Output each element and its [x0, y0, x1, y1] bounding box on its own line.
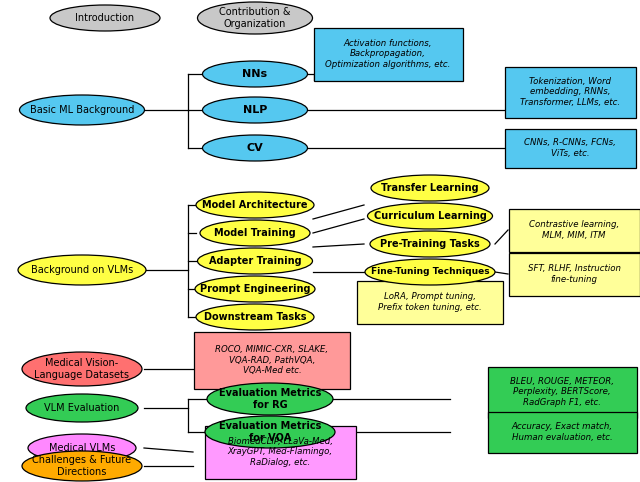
Ellipse shape — [22, 451, 142, 481]
Ellipse shape — [22, 352, 142, 386]
Text: Model Training: Model Training — [214, 228, 296, 238]
Ellipse shape — [50, 5, 160, 31]
Ellipse shape — [370, 231, 490, 257]
Text: Evaluation Metrics
for RG: Evaluation Metrics for RG — [219, 388, 321, 410]
Text: NLP: NLP — [243, 105, 267, 115]
Text: SFT, RLHF, Instruction
fine-tuning: SFT, RLHF, Instruction fine-tuning — [527, 264, 621, 284]
Ellipse shape — [28, 434, 136, 462]
FancyBboxPatch shape — [488, 412, 637, 453]
FancyBboxPatch shape — [509, 253, 639, 295]
Text: Activation functions,
Backpropagation,
Optimization algorithms, etc.: Activation functions, Backpropagation, O… — [325, 39, 451, 69]
Ellipse shape — [205, 416, 335, 448]
Text: BLEU, ROUGE, METEOR,
Perplexity, BERTScore,
RadGraph F1, etc.: BLEU, ROUGE, METEOR, Perplexity, BERTSco… — [510, 377, 614, 407]
Ellipse shape — [18, 255, 146, 285]
Text: Pre-Training Tasks: Pre-Training Tasks — [380, 239, 480, 249]
Text: NNs: NNs — [243, 69, 268, 79]
Text: Curriculum Learning: Curriculum Learning — [374, 211, 486, 221]
Text: Downstream Tasks: Downstream Tasks — [204, 312, 307, 322]
Ellipse shape — [200, 220, 310, 246]
Ellipse shape — [198, 248, 312, 274]
Text: Evaluation Metrics
for VQA: Evaluation Metrics for VQA — [219, 421, 321, 443]
FancyBboxPatch shape — [509, 209, 639, 252]
FancyBboxPatch shape — [504, 129, 636, 168]
Ellipse shape — [198, 2, 312, 34]
Text: Contrastive learning,
MLM, MIM, ITM: Contrastive learning, MLM, MIM, ITM — [529, 220, 619, 240]
Text: BiomedCLIP, LLaVa-Med,
XrayGPT, Med-Flamingo,
RaDialog, etc.: BiomedCLIP, LLaVa-Med, XrayGPT, Med-Flam… — [227, 437, 333, 467]
Ellipse shape — [202, 135, 307, 161]
Text: Model Architecture: Model Architecture — [202, 200, 308, 210]
Ellipse shape — [367, 203, 493, 229]
FancyBboxPatch shape — [194, 332, 350, 388]
Ellipse shape — [371, 175, 489, 201]
FancyBboxPatch shape — [504, 67, 636, 118]
Text: Fine-Tuning Techniques: Fine-Tuning Techniques — [371, 268, 490, 277]
Text: Adapter Training: Adapter Training — [209, 256, 301, 266]
Ellipse shape — [195, 276, 315, 302]
Text: Accuracy, Exact match,
Human evaluation, etc.: Accuracy, Exact match, Human evaluation,… — [511, 422, 612, 442]
Text: Medical Vision-
Language Datasets: Medical Vision- Language Datasets — [35, 358, 129, 380]
Text: Background on VLMs: Background on VLMs — [31, 265, 133, 275]
Ellipse shape — [196, 192, 314, 218]
Text: Contribution &
Organization: Contribution & Organization — [220, 7, 291, 29]
Text: LoRA, Prompt tuning,
Prefix token tuning, etc.: LoRA, Prompt tuning, Prefix token tuning… — [378, 292, 482, 312]
Ellipse shape — [26, 394, 138, 422]
Text: Medical VLMs: Medical VLMs — [49, 443, 115, 453]
Text: CNNs, R-CNNs, FCNs,
ViTs, etc.: CNNs, R-CNNs, FCNs, ViTs, etc. — [524, 138, 616, 158]
FancyBboxPatch shape — [357, 281, 503, 323]
Ellipse shape — [19, 95, 145, 125]
FancyBboxPatch shape — [488, 366, 637, 417]
Text: Tokenization, Word
embedding, RNNs,
Transformer, LLMs, etc.: Tokenization, Word embedding, RNNs, Tran… — [520, 77, 620, 107]
Text: Introduction: Introduction — [76, 13, 134, 23]
Text: VLM Evaluation: VLM Evaluation — [44, 403, 120, 413]
Text: Prompt Engineering: Prompt Engineering — [200, 284, 310, 294]
FancyBboxPatch shape — [205, 426, 355, 479]
Text: ROCO, MIMIC-CXR, SLAKE,
VQA-RAD, PathVQA,
VQA-Med etc.: ROCO, MIMIC-CXR, SLAKE, VQA-RAD, PathVQA… — [216, 345, 328, 375]
Text: Basic ML Background: Basic ML Background — [30, 105, 134, 115]
Text: Challenges & Future
Directions: Challenges & Future Directions — [33, 455, 132, 477]
Ellipse shape — [202, 61, 307, 87]
Ellipse shape — [207, 383, 333, 415]
Ellipse shape — [365, 259, 495, 285]
Ellipse shape — [196, 304, 314, 330]
FancyBboxPatch shape — [314, 27, 463, 80]
Ellipse shape — [202, 97, 307, 123]
Text: CV: CV — [246, 143, 264, 153]
Text: Transfer Learning: Transfer Learning — [381, 183, 479, 193]
